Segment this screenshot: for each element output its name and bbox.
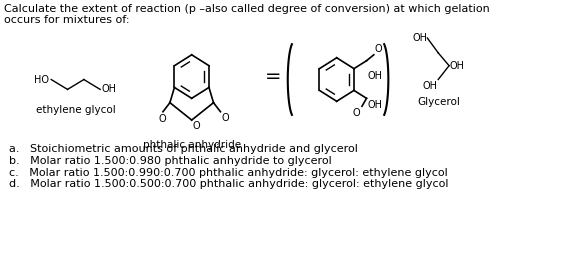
- Text: O: O: [353, 108, 360, 118]
- Text: ethylene glycol: ethylene glycol: [36, 105, 116, 115]
- Text: Calculate the extent of reaction (p –also called degree of conversion) at which : Calculate the extent of reaction (p –als…: [4, 4, 490, 14]
- Text: OH: OH: [367, 71, 383, 81]
- Text: OH: OH: [367, 100, 383, 110]
- Text: OH: OH: [450, 61, 465, 71]
- Text: b.   Molar ratio 1.500:0.980 phthalic anhydride to glycerol: b. Molar ratio 1.500:0.980 phthalic anhy…: [8, 156, 332, 166]
- Text: OH: OH: [422, 81, 437, 90]
- Text: d.   Molar ratio 1.500:0.500:0.700 phthalic anhydride: glycerol: ethylene glycol: d. Molar ratio 1.500:0.500:0.700 phthali…: [8, 179, 448, 189]
- Text: occurs for mixtures of:: occurs for mixtures of:: [4, 15, 129, 25]
- Text: =: =: [265, 67, 281, 86]
- Text: phthalic anhydride: phthalic anhydride: [142, 140, 241, 150]
- Text: O: O: [158, 114, 166, 124]
- Text: Glycerol: Glycerol: [418, 97, 460, 107]
- Text: a.   Stoichiometric amounts of phthalic anhydride and glycerol: a. Stoichiometric amounts of phthalic an…: [8, 144, 358, 154]
- Text: OH: OH: [101, 84, 116, 94]
- Text: O: O: [193, 121, 200, 131]
- Text: HO: HO: [34, 74, 49, 85]
- Text: O: O: [221, 113, 229, 123]
- Text: c.   Molar ratio 1.500:0.990:0.700 phthalic anhydride: glycerol: ethylene glycol: c. Molar ratio 1.500:0.990:0.700 phthali…: [8, 168, 447, 178]
- Text: O: O: [375, 44, 383, 54]
- Text: OH: OH: [412, 33, 427, 43]
